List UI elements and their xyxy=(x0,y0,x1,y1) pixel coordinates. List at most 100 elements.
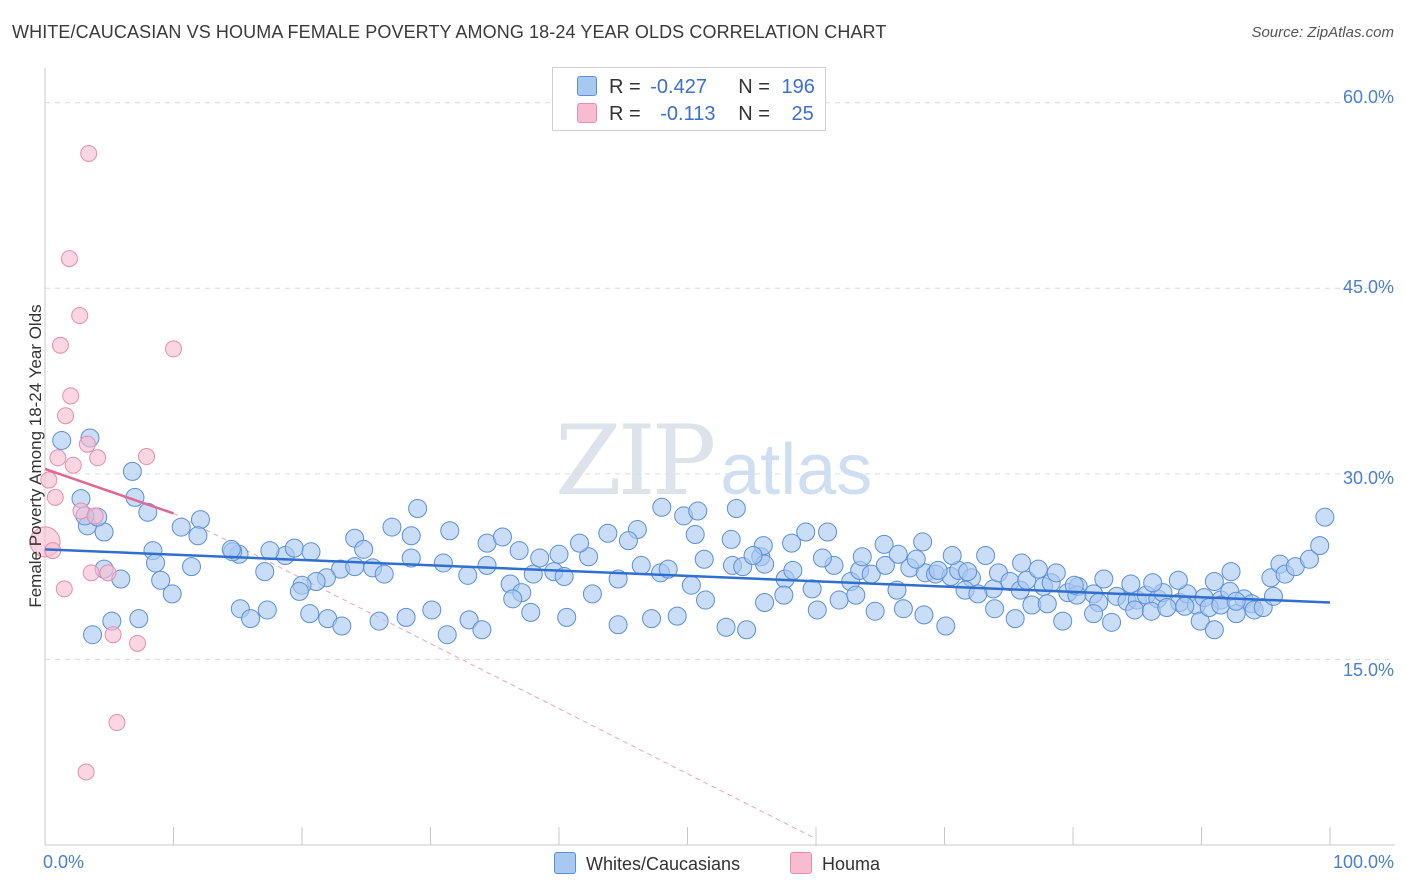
whites-point xyxy=(598,523,618,543)
whites-point xyxy=(1175,596,1195,616)
whites-point xyxy=(631,555,651,575)
whites-point xyxy=(459,610,479,630)
whites-point xyxy=(521,602,541,622)
whites-point xyxy=(345,557,365,577)
whites-point xyxy=(913,532,933,552)
whites-point xyxy=(162,584,182,604)
whites-point xyxy=(812,548,832,568)
whites-point xyxy=(737,620,757,640)
legend-row-houma: R = -0.113 N = 25 xyxy=(577,103,814,125)
whites-point xyxy=(509,541,529,561)
whites-point xyxy=(181,557,201,577)
whites-point xyxy=(1190,611,1210,631)
whites-point xyxy=(1053,611,1073,631)
whites-point xyxy=(1102,612,1122,632)
houma-trend-extension xyxy=(173,513,817,840)
legend-n-label: N = xyxy=(738,103,770,125)
whites-point xyxy=(721,529,741,549)
houma-point xyxy=(46,488,64,506)
whites-point xyxy=(374,564,394,584)
whites-trend-line xyxy=(44,548,1331,604)
bottom-legend-swatch-whites xyxy=(554,852,576,874)
whites-point xyxy=(289,581,309,601)
bottom-legend-swatch-houma xyxy=(790,852,812,874)
bottom-legend-whites: Whites/Caucasians xyxy=(554,852,740,875)
houma-point xyxy=(86,507,104,525)
houma-point xyxy=(60,250,78,268)
whites-point xyxy=(942,546,962,566)
whites-point xyxy=(549,544,569,564)
whites-point xyxy=(122,461,142,481)
houma-point xyxy=(40,471,58,489)
whites-point xyxy=(743,546,763,566)
whites-point xyxy=(1226,591,1246,611)
whites-point xyxy=(829,590,849,610)
houma-point xyxy=(49,449,67,467)
whites-point xyxy=(807,600,827,620)
whites-point xyxy=(408,499,428,519)
whites-point xyxy=(874,534,894,554)
houma-point xyxy=(64,456,82,474)
whites-point xyxy=(608,569,628,589)
whites-point xyxy=(726,499,746,519)
whites-point xyxy=(354,539,374,559)
houma-point xyxy=(89,449,107,467)
whites-point xyxy=(783,560,803,580)
whites-point xyxy=(608,615,628,635)
whites-point xyxy=(146,553,166,573)
whites-point xyxy=(1299,549,1319,569)
watermark-atlas: atlas xyxy=(720,430,873,510)
whites-point xyxy=(1037,594,1057,614)
whites-point xyxy=(530,548,550,568)
whites-point xyxy=(1094,569,1114,589)
whites-point xyxy=(396,607,416,627)
houma-point xyxy=(71,307,89,325)
houma-point xyxy=(82,564,100,582)
whites-point xyxy=(1315,507,1335,527)
whites-point xyxy=(332,616,352,636)
legend-n-label: N = xyxy=(738,76,770,98)
legend-r-value: -0.427 xyxy=(650,76,707,98)
houma-point xyxy=(104,626,122,644)
whites-point xyxy=(755,593,775,613)
whites-point xyxy=(1204,571,1224,591)
whites-point xyxy=(190,510,210,530)
whites-point xyxy=(782,533,802,553)
whites-point xyxy=(257,600,277,620)
watermark-zip: ZIP xyxy=(555,405,716,517)
whites-point xyxy=(221,539,241,559)
whites-point xyxy=(928,560,948,580)
whites-point xyxy=(129,609,149,629)
chart-title: WHITE/CAUCASIAN VS HOUMA FEMALE POVERTY … xyxy=(12,22,887,42)
whites-point xyxy=(958,562,978,582)
legend-r-value: -0.113 xyxy=(660,103,716,125)
whites-point xyxy=(1005,609,1025,629)
y-tick-label-30: 30.0% xyxy=(1342,468,1394,488)
legend-r-label: R = xyxy=(609,103,641,125)
whites-point xyxy=(300,604,320,624)
whites-point xyxy=(888,544,908,564)
whites-point xyxy=(260,541,280,561)
whites-point xyxy=(1143,573,1163,593)
houma-point xyxy=(72,502,90,520)
whites-point xyxy=(906,549,926,569)
bottom-legend-houma: Houma xyxy=(790,852,880,875)
whites-point xyxy=(985,599,1005,619)
whites-point xyxy=(241,609,261,629)
whites-point xyxy=(875,555,895,575)
houma-point xyxy=(138,448,156,466)
whites-point xyxy=(1157,597,1177,617)
y-tick-label-15: 15.0% xyxy=(1342,660,1394,680)
houma-point xyxy=(51,336,69,354)
legend-n-value: 196 xyxy=(781,76,815,98)
bottom-legend-label-houma: Houma xyxy=(822,854,881,874)
whites-point xyxy=(472,620,492,640)
legend-n-value: 25 xyxy=(791,103,814,125)
houma-point xyxy=(99,564,117,582)
whites-point xyxy=(658,559,678,579)
houma-point xyxy=(57,407,75,425)
whites-point xyxy=(802,579,822,599)
houma-point xyxy=(62,387,80,405)
bottom-legend-label-whites: Whites/Caucasians xyxy=(586,854,741,874)
